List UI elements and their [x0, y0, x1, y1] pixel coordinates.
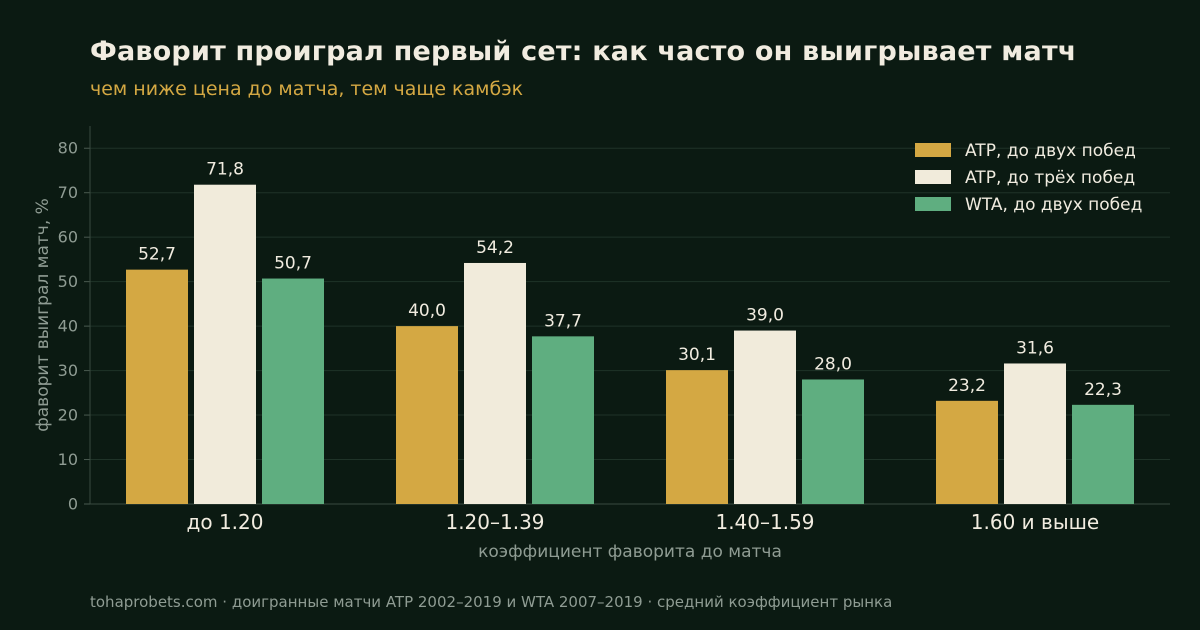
data-label: 52,7: [138, 245, 176, 265]
bar: [396, 326, 458, 504]
data-label: 54,2: [476, 238, 514, 258]
legend-label: ATP, до двух побед: [965, 141, 1136, 161]
legend-swatch: [915, 170, 951, 184]
y-tick-label: 50: [58, 272, 78, 291]
bar: [262, 278, 324, 504]
bar: [1004, 363, 1066, 504]
source-footer: tohaprobets.com · доигранные матчи ATP 2…: [90, 593, 893, 611]
data-label: 50,7: [274, 254, 312, 274]
data-label: 40,0: [408, 301, 446, 321]
data-label: 22,3: [1084, 380, 1122, 400]
data-label: 39,0: [746, 306, 784, 326]
data-label: 30,1: [678, 345, 716, 365]
data-label: 37,7: [544, 311, 582, 331]
bar: [194, 184, 256, 504]
y-tick-label: 30: [58, 361, 78, 380]
chart-title: Фаворит проиграл первый сет: как часто о…: [90, 36, 1077, 67]
x-tick-label: до 1.20: [187, 510, 264, 534]
x-axis-title: коэффициент фаворита до матча: [478, 542, 782, 562]
bar: [734, 330, 796, 504]
y-tick-label: 60: [58, 228, 78, 247]
legend: ATP, до двух побед ATP, до трёх побед WTA,…: [915, 141, 1142, 215]
y-axis-title: фаворит выиграл матч, %: [33, 198, 53, 432]
legend-label: WTA, до двух побед: [965, 195, 1142, 215]
bar: [802, 379, 864, 504]
y-tick-label: 80: [58, 139, 78, 158]
x-tick-label: 1.40–1.59: [715, 510, 814, 534]
y-tick-label: 40: [58, 317, 78, 336]
bars: [126, 184, 1134, 504]
data-label: 71,8: [206, 160, 244, 180]
y-tick-label: 20: [58, 406, 78, 425]
legend-label: ATP, до трёх побед: [965, 168, 1135, 188]
legend-swatch: [915, 143, 951, 157]
data-label: 23,2: [948, 376, 986, 396]
bar: [464, 262, 526, 504]
chart-subtitle: чем ниже цена до матча, тем чаще камбэк: [90, 78, 524, 100]
bar: [126, 269, 188, 504]
x-tick-label: 1.60 и выше: [971, 510, 1099, 534]
bar: [1072, 404, 1134, 504]
bar: [666, 370, 728, 504]
y-tick-label: 0: [68, 495, 78, 514]
data-label: 28,0: [814, 354, 852, 374]
data-label: 31,6: [1016, 338, 1054, 358]
legend-swatch: [915, 197, 951, 211]
y-tick-label: 10: [58, 450, 78, 469]
bar: [532, 336, 594, 504]
x-tick-label: 1.20–1.39: [445, 510, 544, 534]
data-labels: 52,7 71,8 50,7 40,0 54,2 37,7 30,1 39,0 28,0 23,2…: [138, 160, 1122, 400]
bar: [936, 400, 998, 504]
y-tick-label: 70: [58, 183, 78, 202]
